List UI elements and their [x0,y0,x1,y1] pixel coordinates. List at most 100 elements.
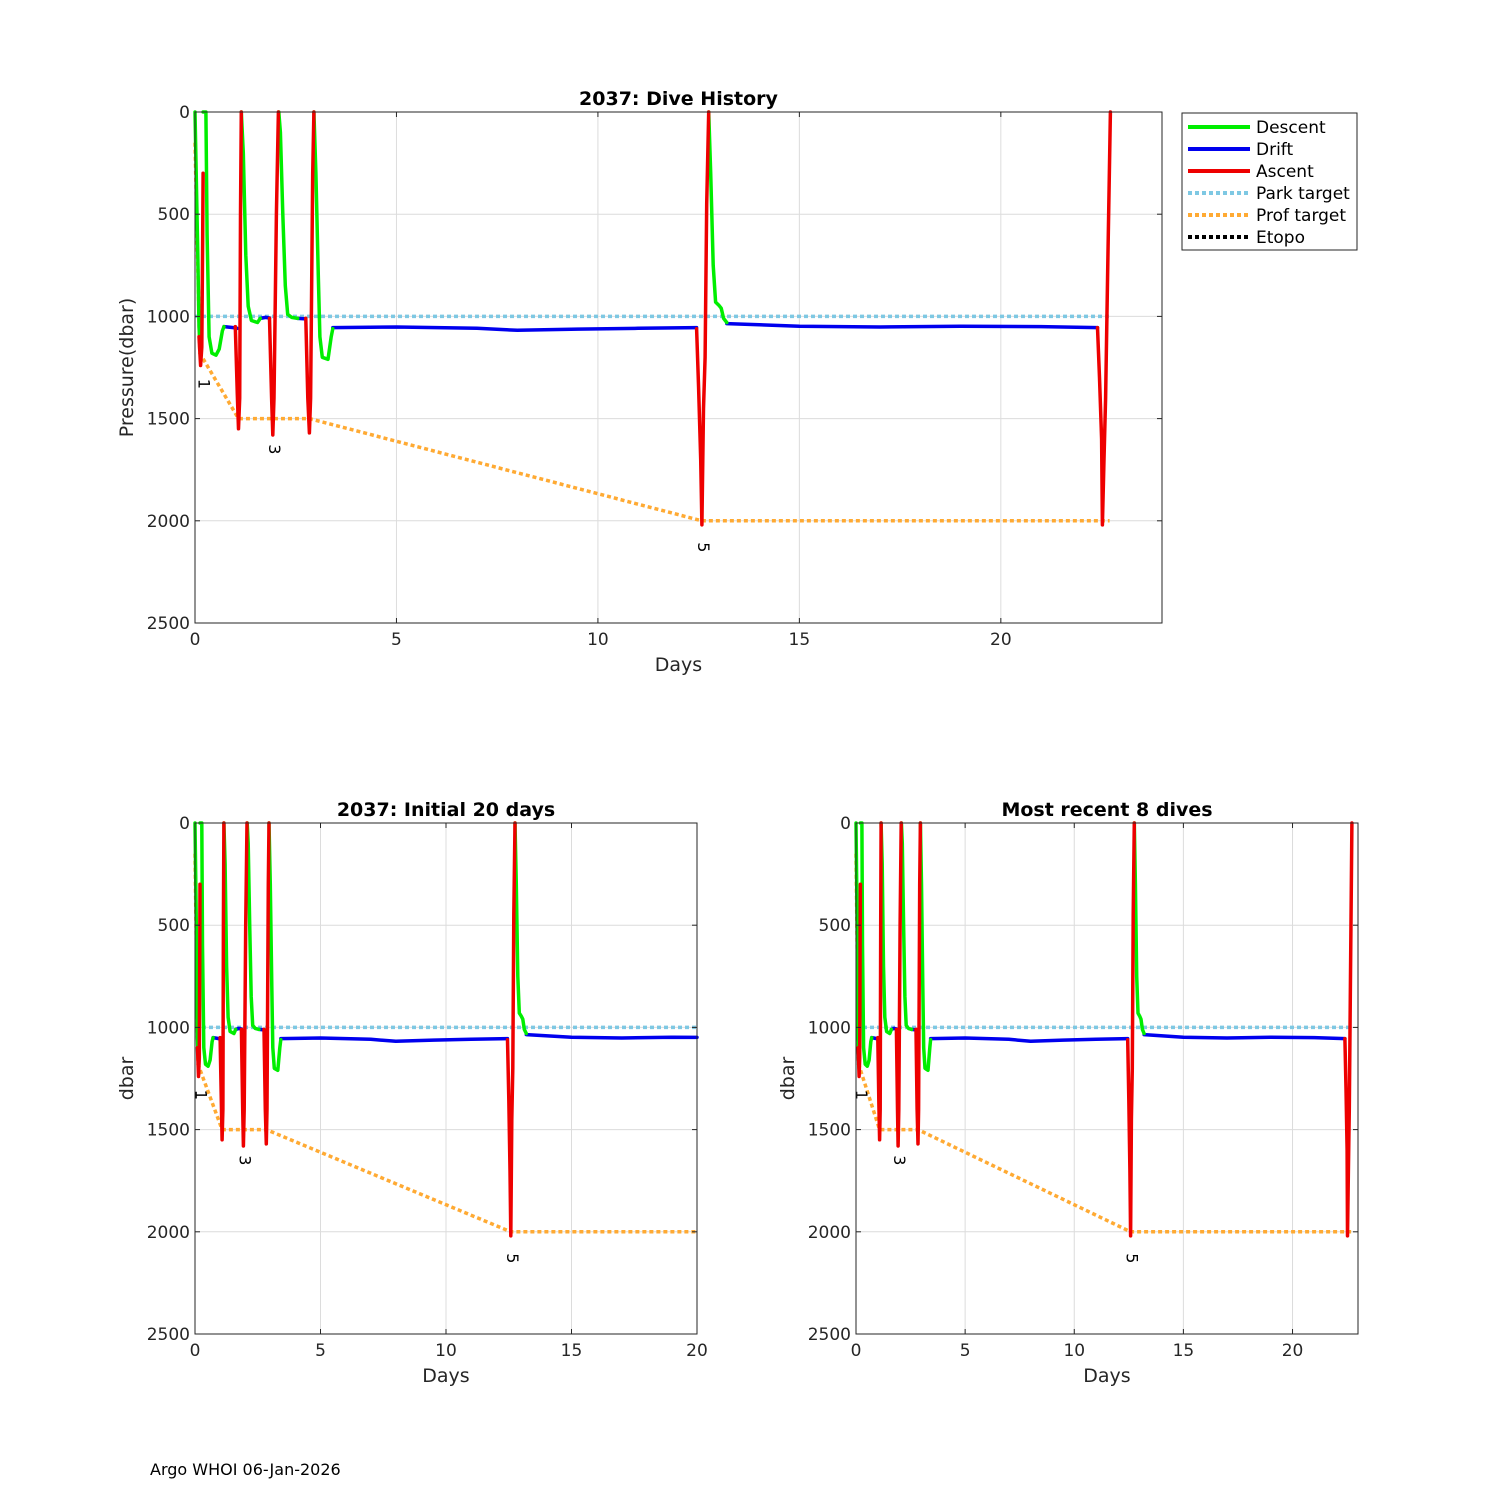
series-drift [331,325,699,333]
x-tick-label: 10 [587,630,609,650]
series-ascent [894,821,903,1148]
series-ascent [197,171,205,368]
y-tick-label: 500 [819,916,851,936]
x-tick-label: 20 [990,630,1012,650]
y-tick-label: 500 [158,916,190,936]
x-axis-label: Days [422,1365,469,1387]
y-tick-label: 1000 [147,1018,190,1038]
series-ascent [1095,110,1113,527]
chart-title: Most recent 8 dives [1001,799,1212,821]
axes-dive-history: 1 3 5 0 5 10 15 20 0 500 1000 1500 2000 2500 2037: Div… [116,88,1163,676]
x-tick-label: 5 [391,630,402,650]
x-axis-label: Days [655,654,702,676]
x-tick-label: 5 [960,1341,971,1361]
axes-initial-20-days: 1 3 5 0 5 10 15 20 0 500 1000 1500 2000 2500 2037: Ini… [116,799,708,1387]
series-ascent [856,882,863,1079]
y-tick-label: 2000 [147,512,190,532]
y-tick-label: 0 [179,814,190,834]
series-drift [928,1036,1130,1044]
axes-most-recent-8-dives: 1 3 5 0 5 10 15 20 0 500 1000 1500 2000 2500 Most rece… [777,799,1359,1387]
series-descent [513,821,529,1036]
plot-area [856,823,1358,1334]
series-ascent [233,110,244,431]
series-descent [198,821,215,1068]
series-descent [201,110,226,357]
chart-title: 2037: Initial 20 days [337,799,555,821]
x-tick-label: 0 [190,630,201,650]
x-tick-label: 15 [1173,1341,1195,1361]
x-tick-label: 10 [435,1341,457,1361]
series-descent [1132,821,1146,1036]
x-tick-label: 15 [789,630,811,650]
x-tick-label: 20 [686,1341,708,1361]
series-ascent [1343,821,1354,1238]
footer-credit: Argo WHOI 06-Jan-2026 [150,1460,341,1479]
legend-entry: Descent [1256,118,1326,138]
x-tick-label: 0 [190,1341,201,1361]
axes-frame [194,111,1163,624]
series-ascent [1125,821,1137,1238]
cycle-label: 3 [265,444,284,454]
y-tick-label: 1500 [808,1121,851,1141]
axes-frame [855,822,1359,1335]
series-drift [524,1032,699,1040]
legend-entry: Drift [1256,140,1293,160]
series-ascent [304,110,316,435]
cycle-label: 3 [235,1155,254,1165]
series-descent [267,821,283,1073]
series-ascent [218,821,226,1142]
x-tick-label: 20 [1282,1341,1304,1361]
series-drift [279,1036,510,1044]
y-tick-label: 2000 [147,1223,190,1243]
series-ascent [505,821,517,1238]
y-axis-label: Pressure(dbar) [116,298,138,438]
legend-entry: Prof target [1256,206,1346,226]
y-tick-label: 2500 [147,1325,190,1345]
cycle-label: 1 [852,1090,871,1100]
series-descent [918,821,933,1073]
series-descent [858,821,874,1068]
y-tick-label: 0 [179,103,190,123]
series-descent [277,110,300,321]
cycle-label: 1 [192,1090,211,1100]
y-axis-label: dbar [116,1057,138,1101]
y-tick-label: 2000 [808,1223,851,1243]
y-tick-label: 500 [158,205,190,225]
series-descent [706,110,729,325]
series-ascent [914,821,923,1146]
legend-box [1181,112,1358,251]
series-ascent [694,110,711,527]
series-ascent [262,821,271,1146]
series-ascent [876,821,883,1142]
plot-area [195,112,1162,623]
y-tick-label: 2500 [808,1325,851,1345]
cycle-label: 5 [694,542,713,552]
series-descent [312,110,335,362]
cycle-label: 1 [195,379,214,389]
y-tick-label: 1500 [147,1121,190,1141]
legend-entry: Etopo [1256,228,1305,248]
y-tick-label: 1000 [147,307,190,327]
x-tick-label: 15 [561,1341,583,1361]
series-drift [725,321,1100,330]
series-ascent [267,110,281,437]
legend-entry: Ascent [1256,162,1314,182]
cycle-label: 5 [1123,1253,1142,1263]
series-ascent [239,821,249,1148]
x-tick-label: 0 [851,1341,862,1361]
x-axis-label: Days [1083,1365,1130,1387]
y-tick-label: 2500 [147,614,190,634]
legend-entry: Park target [1256,184,1350,204]
y-tick-label: 1500 [147,410,190,430]
cycle-label: 3 [890,1155,909,1165]
chart-title: 2037: Dive History [579,88,778,110]
x-tick-label: 10 [1063,1341,1085,1361]
y-tick-label: 1000 [808,1018,851,1038]
x-tick-label: 5 [315,1341,326,1361]
cycle-label: 5 [503,1253,522,1263]
y-tick-label: 0 [840,814,851,834]
y-axis-label: dbar [777,1057,799,1101]
series-drift [1142,1032,1347,1041]
